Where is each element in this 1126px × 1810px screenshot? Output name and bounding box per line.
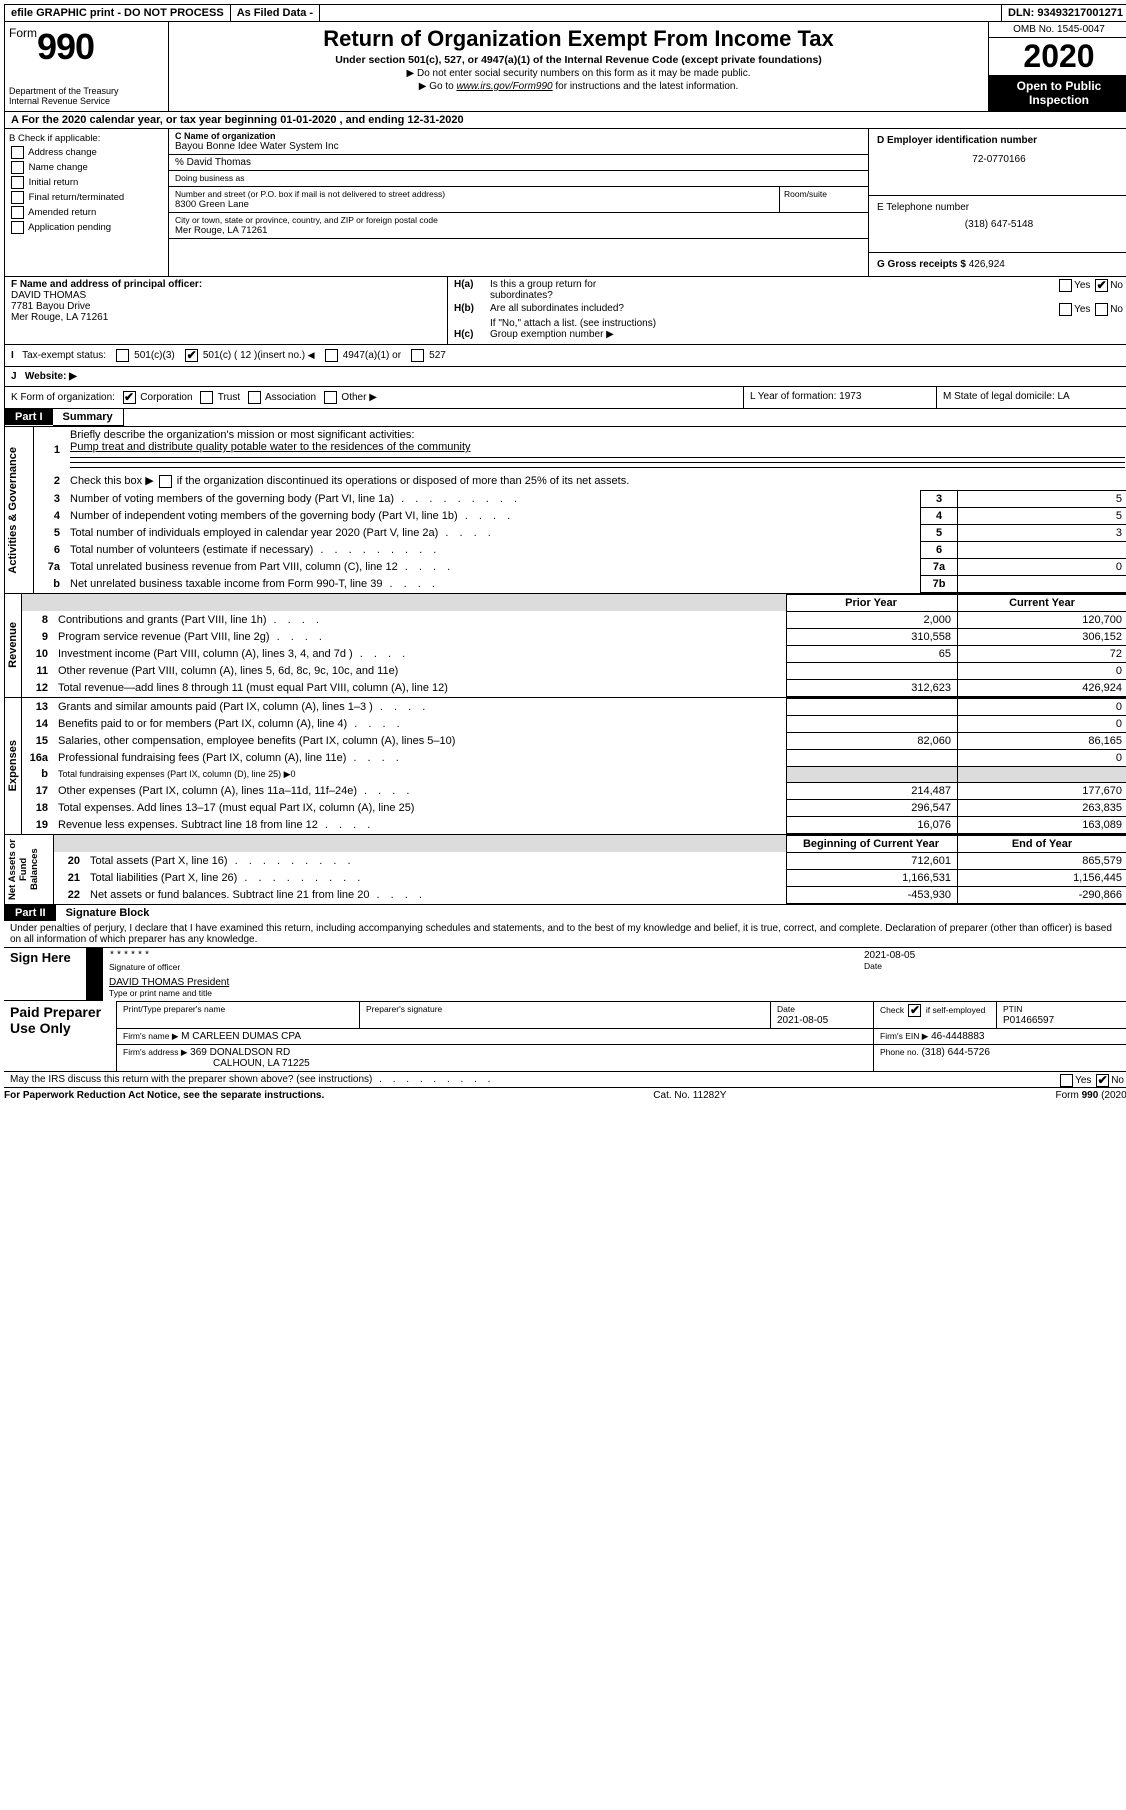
form-header: Form990 Department of the Treasury Inter… <box>4 22 1126 112</box>
checkbox-other[interactable] <box>324 391 337 404</box>
ein-label: D Employer identification number <box>877 135 1121 146</box>
group-exemption: Group exemption number ▶ <box>490 329 1123 340</box>
sign-date: 2021-08-05 <box>864 950 915 961</box>
checkbox-assoc[interactable] <box>248 391 261 404</box>
officer-name: DAVID THOMAS <box>11 290 441 301</box>
officer-group-info: F Name and address of principal officer:… <box>4 277 1126 345</box>
catalog-number: Cat. No. 11282Y <box>653 1090 726 1101</box>
prior-year-header: Prior Year <box>787 594 958 611</box>
efile-graphic: efile GRAPHIC print - DO NOT PROCESS <box>5 5 231 21</box>
agency-irs: Internal Revenue Service <box>9 96 164 106</box>
phone-label: E Telephone number <box>877 202 1121 213</box>
expenses-section: Expenses 13Grants and similar amounts pa… <box>4 698 1126 835</box>
year-formation: L Year of formation: 1973 <box>743 387 936 408</box>
phone-value: (318) 647-5148 <box>877 219 1121 230</box>
checkbox-name-change[interactable] <box>11 161 24 174</box>
line-6-value <box>958 541 1126 558</box>
section-F: F Name and address of principal officer:… <box>5 277 448 344</box>
irs-discuss-row: May the IRS discuss this return with the… <box>4 1072 1126 1088</box>
activities-governance: Activities & Governance 1Briefly describ… <box>4 427 1126 594</box>
checkbox-initial-return[interactable] <box>11 176 24 189</box>
sign-here-label: Sign Here <box>4 947 87 1001</box>
officer-street: 7781 Bayou Drive <box>11 301 441 312</box>
checkbox-527[interactable] <box>411 349 424 362</box>
section-H: H(a) Is this a group return forsubordina… <box>448 277 1126 344</box>
part-ii-header: Part IISignature Block <box>4 905 1126 921</box>
checkbox-hb-yes[interactable] <box>1059 303 1072 316</box>
checkbox-corp[interactable] <box>123 391 136 404</box>
firm-phone: (318) 644-5726 <box>922 1047 990 1058</box>
checkbox-trust[interactable] <box>200 391 213 404</box>
firm-address: 369 DONALDSON RD <box>190 1047 290 1058</box>
tax-period: A For the 2020 calendar year, or tax yea… <box>4 112 1126 129</box>
line-5-value: 3 <box>958 524 1126 541</box>
hb-note: If "No," attach a list. (see instruction… <box>454 318 1123 329</box>
checkbox-amended[interactable] <box>11 206 24 219</box>
section-B: B Check if applicable: Address change Na… <box>5 129 169 276</box>
street: 8300 Green Lane <box>175 199 773 210</box>
page-footer: For Paperwork Reduction Act Notice, see … <box>4 1088 1126 1101</box>
checkbox-hb-no[interactable] <box>1095 303 1108 316</box>
tax-year: 2020 <box>989 38 1126 75</box>
firm-name: M CARLEEN DUMAS CPA <box>181 1031 301 1042</box>
current-year-header: Current Year <box>958 594 1126 611</box>
line-7b-value <box>958 575 1126 592</box>
form-title: Return of Organization Exempt From Incom… <box>173 26 984 52</box>
jurat-statement: Under penalties of perjury, I declare th… <box>4 921 1126 947</box>
gross-receipts-label: G Gross receipts $ <box>877 259 966 270</box>
sign-here-block: Sign Here ******Signature of officer 202… <box>4 947 1126 1002</box>
signature-redacted: ****** <box>109 951 151 962</box>
line-7a-value: 0 <box>958 558 1126 575</box>
care-of: % David Thomas <box>169 155 868 171</box>
paid-preparer-block: Paid Preparer Use Only Print/Type prepar… <box>4 1001 1126 1072</box>
as-filed: As Filed Data - <box>231 5 320 21</box>
checkbox-4947[interactable] <box>325 349 338 362</box>
section-C: C Name of organization Bayou Bonne Idee … <box>169 129 868 276</box>
section-I: I Tax-exempt status: 501(c)(3) 501(c) ( … <box>4 345 1126 367</box>
ssn-note: ▶ Do not enter social security numbers o… <box>173 68 984 79</box>
dln: DLN: 93493217001271 <box>1002 5 1126 21</box>
mission-statement: Pump treat and distribute quality potabl… <box>70 441 471 453</box>
checkbox-501c[interactable] <box>185 349 198 362</box>
pra-notice: For Paperwork Reduction Act Notice, see … <box>4 1090 324 1101</box>
form-number: 990 <box>37 26 94 67</box>
checkbox-501c3[interactable] <box>116 349 129 362</box>
efile-topbar: efile GRAPHIC print - DO NOT PROCESS As … <box>4 4 1126 22</box>
city-state-zip: Mer Rouge, LA 71261 <box>175 225 862 236</box>
entity-info: B Check if applicable: Address change Na… <box>4 129 1126 277</box>
section-J: J Website: ▶ <box>4 367 1126 387</box>
checkbox-address-change[interactable] <box>11 146 24 159</box>
officer-city: Mer Rouge, LA 71261 <box>11 312 441 323</box>
firm-ein: 46-4448883 <box>931 1031 984 1042</box>
line-4-value: 5 <box>958 507 1126 524</box>
checkbox-final-return[interactable] <box>11 191 24 204</box>
open-inspection: Open to Public Inspection <box>989 75 1126 111</box>
agency-dept: Department of the Treasury <box>9 86 164 96</box>
revenue-section: Revenue Prior YearCurrent Year 8Contribu… <box>4 594 1126 698</box>
officer-name-title: DAVID THOMAS President <box>109 977 229 988</box>
ein-value: 72-0770166 <box>877 154 1121 165</box>
line-3-value: 5 <box>958 490 1126 507</box>
dba-label: Doing business as <box>175 173 244 183</box>
section-KLM: K Form of organization: Corporation Trus… <box>4 387 1126 409</box>
checkbox-ha-yes[interactable] <box>1059 279 1072 292</box>
form-prefix: Form <box>9 26 37 40</box>
paid-preparer-label: Paid Preparer Use Only <box>4 1002 117 1072</box>
b-title: B Check if applicable: <box>9 133 164 144</box>
checkbox-discuss-yes[interactable] <box>1060 1074 1073 1087</box>
state-domicile: M State of legal domicile: LA <box>936 387 1126 408</box>
net-assets-section: Net Assets or Fund Balances Beginning of… <box>4 835 1126 905</box>
instructions-link[interactable]: ▶ Go to www.irs.gov/Form990 for instruct… <box>173 81 984 92</box>
form-subtitle: Under section 501(c), 527, or 4947(a)(1)… <box>173 54 984 66</box>
checkbox-discuss-no[interactable] <box>1096 1074 1109 1087</box>
checkbox-discontinued[interactable] <box>159 475 172 488</box>
org-name: Bayou Bonne Idee Water System Inc <box>175 141 862 152</box>
checkbox-ha-no[interactable] <box>1095 279 1108 292</box>
ptin: P01466597 <box>1003 1015 1054 1026</box>
checkbox-application-pending[interactable] <box>11 221 24 234</box>
part-i-header: Part ISummary <box>4 409 1126 427</box>
checkbox-self-employed[interactable] <box>908 1004 921 1017</box>
omb-number: OMB No. 1545-0047 <box>989 22 1126 38</box>
gross-receipts-value: 426,924 <box>969 259 1005 270</box>
